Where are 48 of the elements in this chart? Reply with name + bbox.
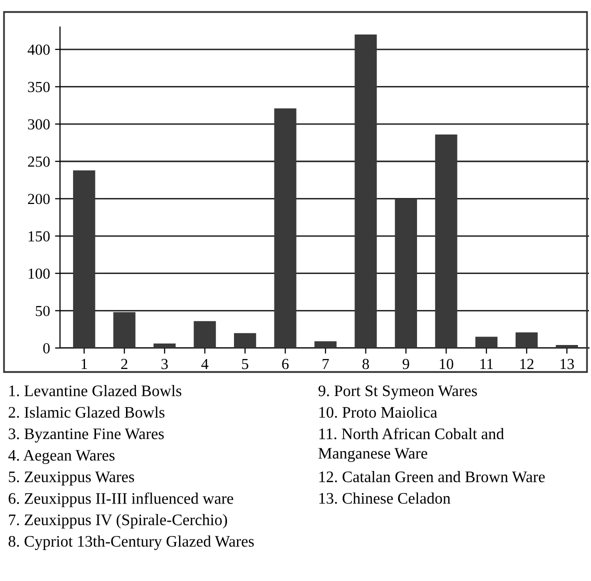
bar — [314, 341, 337, 348]
x-tick-label: 3 — [162, 358, 168, 370]
text: 5. Zeuxippus Wares — [8, 472, 134, 486]
x-tick-label: 8 — [362, 358, 369, 370]
x-tick-label: 12 — [520, 358, 534, 370]
bar — [234, 333, 256, 348]
text: 3. Byzantine Fine Wares — [8, 428, 164, 442]
text: 10. Proto Maiolica — [319, 406, 438, 418]
x-tick-label: 9 — [402, 358, 410, 370]
x-tick-label: 10 — [440, 358, 454, 370]
bar — [556, 345, 578, 348]
x-tick-label: 7 — [322, 359, 329, 370]
x-tick-label: 5 — [242, 359, 248, 370]
text: 6. Zeuxippus II-III influenced ware — [8, 492, 234, 508]
text: 4. Aegean Wares — [8, 450, 115, 464]
y-tick-label: 150 — [28, 231, 50, 242]
text: 13. Chinese Celadon — [319, 492, 450, 504]
x-tick-label: 13 — [560, 358, 574, 370]
text: 1. Levantine Glazed Bowls — [9, 385, 182, 396]
bar — [113, 312, 136, 348]
x-tick-label: 2 — [121, 358, 128, 370]
text: 11. North African Cobalt and Manganese Ware — [318, 428, 504, 462]
y-tick-label: 50 — [36, 306, 50, 316]
bar — [73, 170, 96, 348]
y-tick-label: 100 — [28, 268, 50, 279]
y-tick-label: 0 — [43, 343, 50, 354]
bar — [354, 34, 377, 348]
bar — [274, 108, 296, 348]
bar — [516, 332, 538, 348]
bar — [394, 198, 418, 348]
text: 7. Zeuxippus IV (Spirale-Cerchio) — [9, 514, 228, 528]
y-tick-label: 350 — [28, 82, 50, 92]
bar — [194, 321, 216, 348]
text: 8. Cypriot 13th-Century Glazed Wares — [8, 536, 254, 550]
y-tick-label: 300 — [28, 119, 50, 130]
text: 12. Catalan Green and Brown Ware — [319, 471, 545, 482]
text: 9. Port St Symeon Wares — [318, 385, 477, 400]
bar — [475, 336, 498, 348]
x-tick-label: 4 — [201, 358, 208, 370]
bar — [154, 344, 176, 348]
x-tick-label: 6 — [282, 358, 289, 370]
y-tick-label: 400 — [28, 44, 50, 55]
y-tick-label: 200 — [28, 194, 50, 204]
text: 2. Islamic Glazed Bowls — [8, 406, 164, 418]
bar — [435, 134, 458, 348]
x-tick-label: 11 — [480, 358, 493, 370]
y-tick-label: 250 — [28, 156, 50, 167]
x-tick-label: 1 — [82, 358, 88, 370]
